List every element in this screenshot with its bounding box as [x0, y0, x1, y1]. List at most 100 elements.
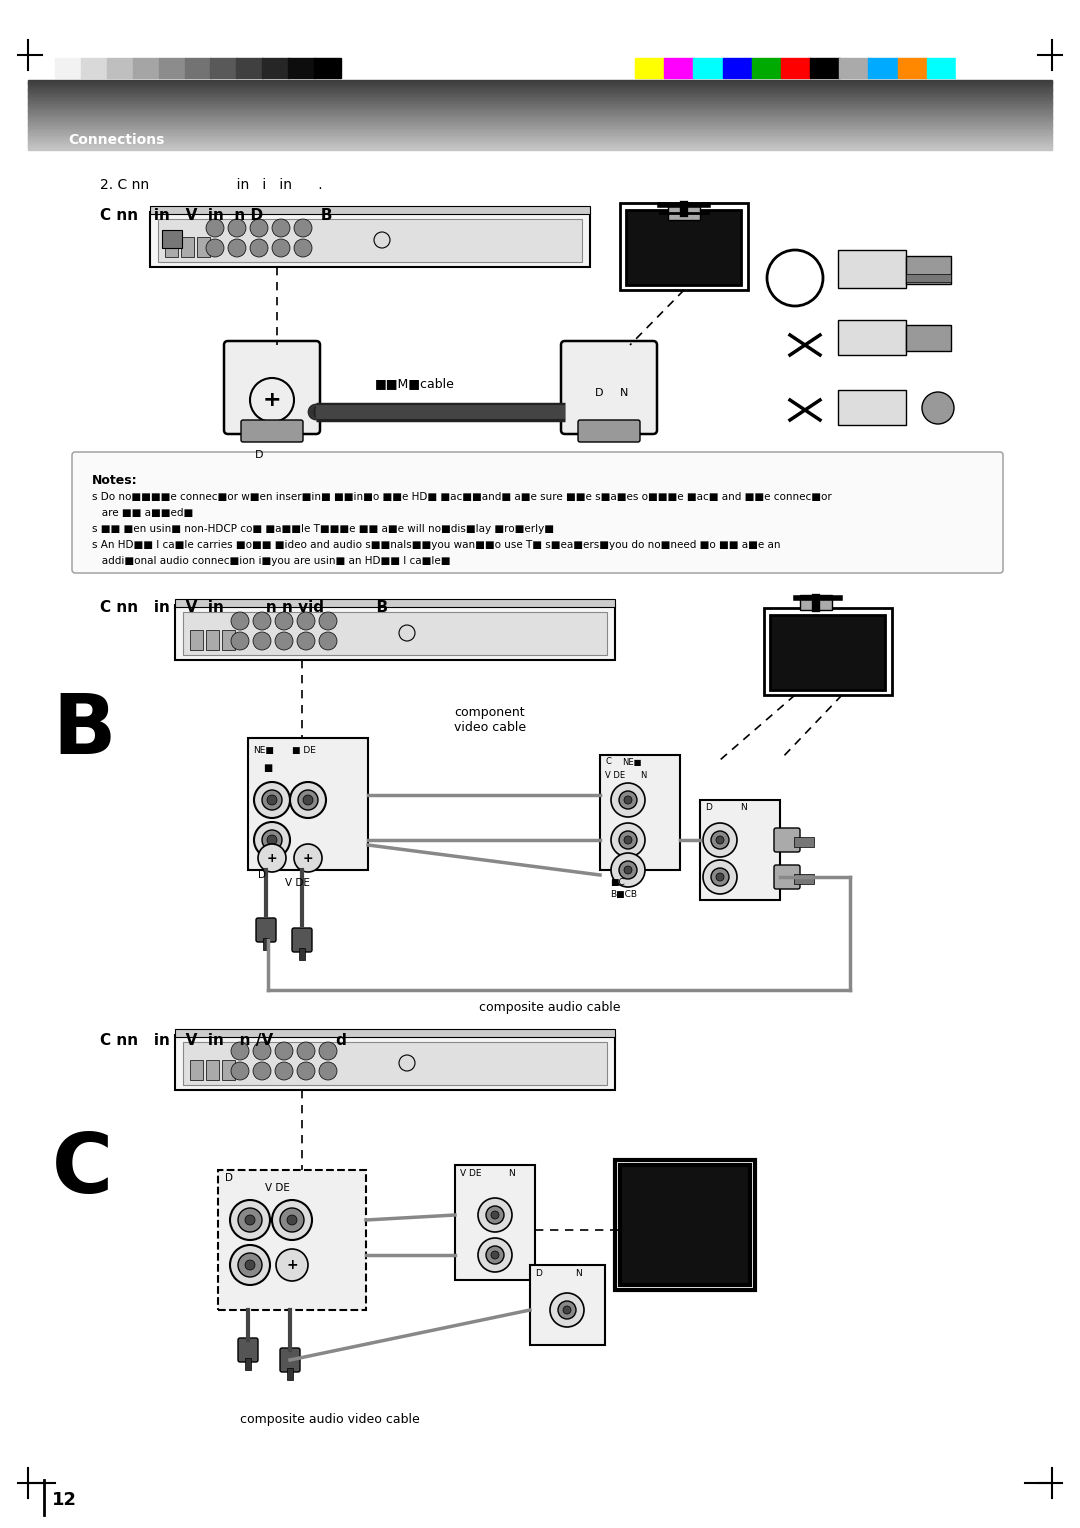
Bar: [28, 131, 1052, 134]
Text: addi■onal audio connec■ion i■you are usin■ an HD■■ I ca■le■: addi■onal audio connec■ion i■you are usi…: [92, 556, 450, 565]
Bar: [28, 142, 1052, 145]
Text: D: D: [255, 451, 264, 460]
Bar: [956, 58, 986, 78]
Bar: [927, 58, 956, 78]
Circle shape: [238, 1209, 262, 1232]
Bar: [28, 122, 1052, 124]
Text: ■: ■: [264, 762, 272, 773]
Circle shape: [619, 792, 637, 808]
Text: +: +: [286, 1258, 298, 1271]
Circle shape: [262, 830, 282, 850]
Bar: [28, 83, 1052, 86]
Bar: [906, 274, 951, 283]
Bar: [28, 89, 1052, 90]
Bar: [222, 1060, 235, 1080]
Text: D: D: [225, 1174, 233, 1183]
Circle shape: [624, 836, 632, 843]
Bar: [181, 237, 194, 257]
Bar: [175, 605, 615, 660]
Bar: [28, 87, 1052, 89]
Bar: [107, 58, 133, 78]
FancyBboxPatch shape: [256, 918, 276, 941]
Circle shape: [206, 219, 224, 237]
Text: s ■■ ■en usin■ non-HDCP co■ ■a■■le T■■■e ■■ a■e will no■dis■lay ■ro■erly■: s ■■ ■en usin■ non-HDCP co■ ■a■■le T■■■e…: [92, 524, 554, 533]
Text: Notes:: Notes:: [92, 474, 137, 486]
Circle shape: [275, 613, 293, 630]
Bar: [800, 594, 832, 610]
Bar: [752, 58, 781, 78]
Text: 12: 12: [52, 1491, 77, 1510]
Text: C: C: [605, 758, 611, 767]
Bar: [868, 58, 897, 78]
Text: C nn   in   V  in        n n vid          B: C nn in V in n n vid B: [100, 601, 388, 616]
Bar: [664, 58, 693, 78]
Circle shape: [491, 1251, 499, 1259]
Bar: [28, 128, 1052, 131]
FancyBboxPatch shape: [241, 420, 303, 442]
Circle shape: [303, 795, 313, 805]
Bar: [669, 205, 700, 220]
Text: ■ DE: ■ DE: [292, 746, 315, 755]
Bar: [183, 1042, 607, 1085]
Text: N: N: [575, 1268, 582, 1277]
Circle shape: [486, 1245, 504, 1264]
Circle shape: [319, 613, 337, 630]
Text: N: N: [508, 1169, 515, 1178]
Circle shape: [297, 1062, 315, 1080]
Bar: [28, 147, 1052, 148]
Bar: [245, 1358, 251, 1371]
Circle shape: [280, 1209, 303, 1232]
Bar: [906, 257, 951, 284]
Bar: [28, 104, 1052, 107]
Circle shape: [320, 405, 334, 419]
Text: V DE: V DE: [605, 770, 625, 779]
Bar: [693, 58, 723, 78]
Bar: [620, 1164, 750, 1285]
Bar: [794, 837, 814, 847]
Bar: [264, 938, 269, 950]
Circle shape: [624, 796, 632, 804]
Bar: [222, 630, 235, 649]
Circle shape: [537, 406, 549, 419]
Bar: [455, 1164, 535, 1280]
Bar: [897, 58, 927, 78]
Circle shape: [297, 613, 315, 630]
Text: s Do no■■■■e connec■or w■en inser■in■ ■■in■o ■■e HD■ ■ac■■and■ a■e sure ■■e s■a■: s Do no■■■■e connec■or w■en inser■in■ ■■…: [92, 492, 832, 503]
Text: V DE: V DE: [265, 1183, 289, 1193]
Bar: [185, 58, 211, 78]
Text: composite audio video cable: composite audio video cable: [240, 1413, 420, 1427]
Text: D: D: [258, 869, 266, 880]
Circle shape: [716, 836, 724, 843]
Circle shape: [267, 795, 276, 805]
Circle shape: [558, 1300, 576, 1319]
Text: s An HD■■ I ca■le carries ■o■■ ■ideo and audio s■■nals■■you wan■■o use T■ s■ea■e: s An HD■■ I ca■le carries ■o■■ ■ideo and…: [92, 539, 781, 550]
Bar: [28, 113, 1052, 115]
Text: B: B: [52, 689, 116, 770]
Circle shape: [611, 824, 645, 857]
Bar: [781, 58, 810, 78]
Bar: [190, 630, 203, 649]
Circle shape: [272, 238, 291, 257]
Circle shape: [297, 1042, 315, 1060]
Bar: [175, 1028, 615, 1038]
Bar: [28, 95, 1052, 98]
Text: V DE: V DE: [285, 879, 310, 888]
Circle shape: [326, 405, 339, 419]
Circle shape: [253, 613, 271, 630]
Bar: [55, 58, 81, 78]
Bar: [237, 58, 262, 78]
Circle shape: [258, 843, 286, 872]
Circle shape: [291, 782, 326, 817]
Circle shape: [275, 633, 293, 649]
Circle shape: [922, 393, 954, 423]
Circle shape: [611, 853, 645, 886]
FancyBboxPatch shape: [280, 1348, 300, 1372]
Bar: [197, 237, 210, 257]
Text: C nn   in   V  in   n /V            d: C nn in V in n /V d: [100, 1033, 347, 1048]
Bar: [28, 124, 1052, 125]
Circle shape: [230, 1245, 270, 1285]
Circle shape: [238, 1253, 262, 1277]
Bar: [530, 1265, 605, 1345]
Bar: [28, 136, 1052, 138]
Text: NE■: NE■: [622, 758, 642, 767]
